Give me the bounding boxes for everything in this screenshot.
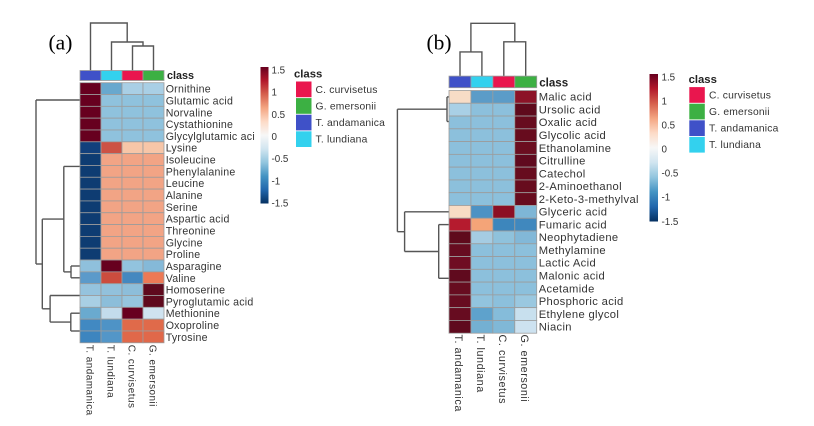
svg-text:0.5: 0.5 [272, 110, 286, 121]
svg-text:(a): (a) [49, 31, 73, 55]
svg-text:2-Aminoethanol: 2-Aminoethanol [539, 181, 622, 193]
svg-text:Norvaline: Norvaline [166, 107, 213, 119]
svg-text:T. lundiana: T. lundiana [104, 345, 115, 398]
svg-text:C. curvisetus: C. curvisetus [496, 335, 508, 405]
svg-text:class: class [294, 69, 322, 81]
svg-text:Proline: Proline [166, 249, 201, 261]
svg-text:G. emersonii: G. emersonii [146, 345, 157, 407]
svg-text:T. lundiana: T. lundiana [474, 335, 486, 393]
svg-text:T. andamanica: T. andamanica [452, 335, 464, 412]
svg-text:C. curvisetus: C. curvisetus [125, 345, 136, 409]
svg-text:class: class [167, 70, 194, 82]
svg-text:Glyceric acid: Glyceric acid [539, 207, 608, 219]
svg-text:Serine: Serine [166, 202, 198, 214]
svg-text:Catechol: Catechol [539, 168, 586, 180]
svg-text:Asparagine: Asparagine [166, 261, 222, 273]
svg-text:-1: -1 [662, 193, 671, 204]
svg-text:Ursolic acid: Ursolic acid [539, 105, 601, 117]
svg-text:1.5: 1.5 [272, 65, 286, 76]
svg-text:G. emersonii: G. emersonii [518, 335, 530, 403]
svg-text:Phenylalanine: Phenylalanine [166, 166, 236, 178]
svg-text:Phosphoric acid: Phosphoric acid [539, 296, 624, 308]
svg-text:1: 1 [272, 88, 277, 99]
svg-text:Lactic Acid: Lactic Acid [539, 258, 596, 270]
svg-text:Ethanolamine: Ethanolamine [539, 143, 612, 155]
svg-text:2-Keto-3-methylval: 2-Keto-3-methylval [539, 194, 639, 206]
svg-text:Alanine: Alanine [166, 190, 203, 202]
svg-text:Oxoproline: Oxoproline [166, 320, 220, 332]
svg-text:Oxalic acid: Oxalic acid [539, 117, 598, 129]
svg-text:-1.5: -1.5 [272, 199, 289, 210]
svg-text:(b): (b) [427, 31, 452, 55]
svg-text:Glycolic acid: Glycolic acid [539, 130, 606, 142]
svg-text:Pyroglutamic acid: Pyroglutamic acid [166, 296, 254, 308]
svg-text:C. curvisetus: C. curvisetus [316, 85, 378, 96]
svg-text:G. emersonii: G. emersonii [316, 101, 377, 112]
svg-text:1: 1 [662, 97, 667, 108]
svg-text:-0.5: -0.5 [662, 169, 679, 180]
svg-text:Malic acid: Malic acid [539, 92, 592, 104]
svg-text:Valine: Valine [166, 273, 196, 285]
svg-text:0.5: 0.5 [662, 121, 676, 132]
svg-text:C. curvisetus: C. curvisetus [709, 90, 771, 101]
svg-text:Leucine: Leucine [166, 178, 205, 190]
svg-text:Glycine: Glycine [166, 237, 203, 249]
svg-text:Cystathionine: Cystathionine [166, 119, 233, 131]
svg-text:Malonic acid: Malonic acid [539, 271, 605, 283]
svg-text:Aspartic acid: Aspartic acid [166, 214, 230, 226]
svg-text:Methylamine: Methylamine [539, 245, 606, 257]
svg-text:Glycylglutamic aci: Glycylglutamic aci [166, 131, 255, 143]
svg-text:Fumaric acid: Fumaric acid [539, 219, 607, 231]
svg-text:T. andamanica: T. andamanica [316, 118, 386, 129]
svg-text:T. andamanica: T. andamanica [83, 345, 94, 416]
svg-text:Ornithine: Ornithine [166, 84, 211, 96]
svg-text:Acetamide: Acetamide [539, 283, 595, 295]
svg-text:G. emersonii: G. emersonii [709, 107, 770, 118]
svg-text:-0.5: -0.5 [272, 154, 289, 165]
svg-text:Methionine: Methionine [166, 308, 220, 320]
svg-text:T. andamanica: T. andamanica [709, 124, 779, 135]
svg-text:-1.5: -1.5 [662, 217, 679, 228]
svg-text:Threonine: Threonine [166, 226, 216, 238]
svg-text:Tyrosine: Tyrosine [166, 332, 208, 344]
svg-text:class: class [689, 74, 717, 86]
svg-text:class: class [539, 77, 568, 90]
svg-text:Lysine: Lysine [166, 143, 198, 155]
svg-text:0: 0 [272, 132, 278, 143]
svg-text:0: 0 [662, 145, 668, 156]
svg-text:Homoserine: Homoserine [166, 285, 226, 297]
svg-text:Ethylene glycol: Ethylene glycol [539, 309, 620, 321]
svg-text:T. lundiana: T. lundiana [316, 135, 368, 146]
svg-text:Citrulline: Citrulline [539, 156, 586, 168]
svg-text:-1: -1 [272, 176, 281, 187]
svg-text:Niacin: Niacin [539, 322, 572, 334]
svg-text:Isoleucine: Isoleucine [166, 155, 216, 167]
svg-text:1.5: 1.5 [662, 72, 676, 83]
svg-text:Neophytadiene: Neophytadiene [539, 232, 619, 244]
svg-text:T. lundiana: T. lundiana [709, 140, 761, 151]
svg-text:Glutamic acid: Glutamic acid [166, 95, 233, 107]
